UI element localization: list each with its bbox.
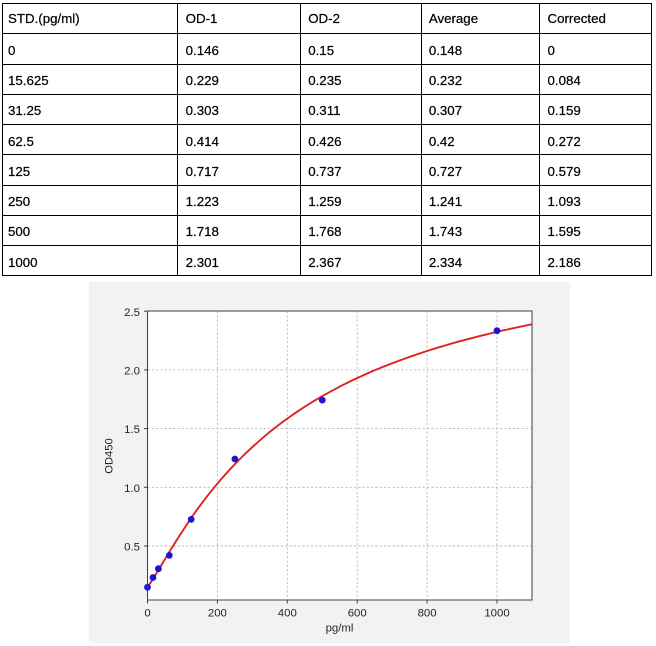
svg-text:0: 0 <box>144 608 150 620</box>
svg-text:2.0: 2.0 <box>124 366 140 378</box>
svg-text:600: 600 <box>348 608 367 620</box>
svg-text:200: 200 <box>208 608 227 620</box>
svg-text:0.5: 0.5 <box>124 542 140 554</box>
svg-text:1000: 1000 <box>484 608 509 620</box>
svg-text:2.5: 2.5 <box>124 307 140 319</box>
svg-text:OD450: OD450 <box>104 438 116 473</box>
svg-text:pg/ml: pg/ml <box>326 623 354 635</box>
svg-text:800: 800 <box>418 608 437 620</box>
svg-text:400: 400 <box>278 608 297 620</box>
svg-text:1.5: 1.5 <box>124 424 140 436</box>
svg-text:1.0: 1.0 <box>124 483 140 495</box>
